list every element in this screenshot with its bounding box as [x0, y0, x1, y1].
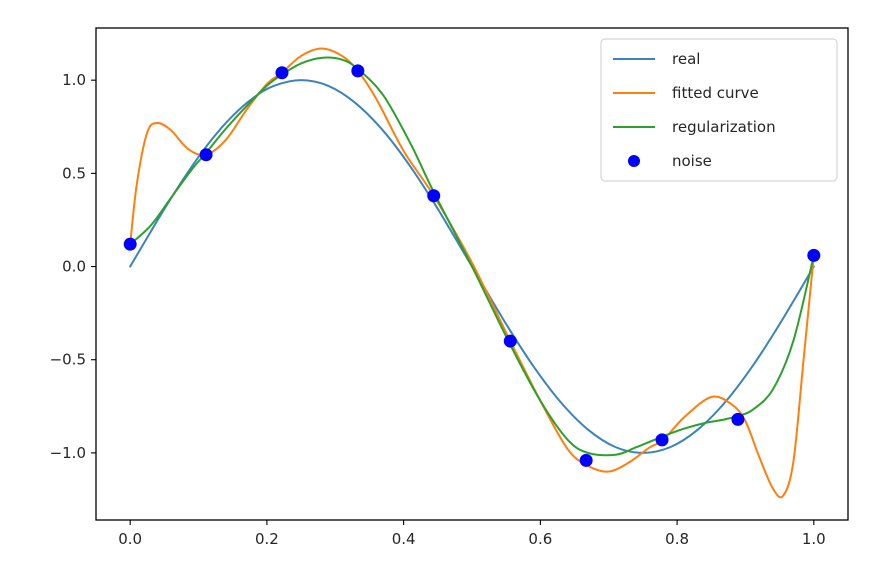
- y-tick-label: −1.0: [50, 444, 86, 462]
- y-tick-label: 0.5: [62, 164, 86, 182]
- legend-box: [600, 38, 838, 182]
- data-point-noise-5: [503, 334, 517, 348]
- series-line-real: [129, 79, 815, 454]
- data-point-noise-8: [731, 412, 745, 426]
- legend-swatch: [628, 155, 640, 167]
- plot-series: [123, 47, 821, 499]
- data-point-noise-0: [123, 237, 137, 251]
- series-line-regularization: [129, 56, 815, 457]
- legend-label: fitted curve: [672, 84, 759, 102]
- legend-item-regularization: regularization: [613, 118, 776, 136]
- data-point-noise-2: [275, 66, 289, 80]
- x-tick-label: 0.4: [392, 530, 416, 548]
- data-point-noise-6: [579, 453, 593, 467]
- data-point-noise-4: [427, 189, 441, 203]
- x-tick-label: 0.8: [665, 530, 689, 548]
- legend-item-noise: noise: [628, 152, 712, 170]
- legend-label: regularization: [672, 118, 776, 136]
- legend: real fitted curve regularization noise: [600, 38, 838, 182]
- y-axis-ticks: 1.0 0.5 0.0 −0.5 −1.0: [50, 71, 96, 462]
- x-axis-ticks: 0.0 0.2 0.4 0.6 0.8 1.0: [118, 520, 826, 548]
- x-tick-label: 0.0: [118, 530, 142, 548]
- data-point-noise-1: [199, 148, 213, 162]
- legend-label: real: [672, 50, 700, 68]
- y-tick-label: −0.5: [50, 351, 86, 369]
- data-point-noise-9: [807, 248, 821, 262]
- plot-frame: [95, 27, 849, 521]
- y-tick-label: 1.0: [62, 71, 86, 89]
- data-point-noise-7: [655, 433, 669, 447]
- legend-item-fitted-curve: fitted curve: [613, 84, 759, 102]
- legend-item-real: real: [613, 50, 700, 68]
- x-tick-label: 0.2: [255, 530, 279, 548]
- x-tick-label: 1.0: [802, 530, 826, 548]
- x-tick-label: 0.6: [528, 530, 552, 548]
- y-tick-label: 0.0: [62, 258, 86, 276]
- legend-label: noise: [672, 152, 712, 170]
- data-point-noise-3: [351, 64, 365, 78]
